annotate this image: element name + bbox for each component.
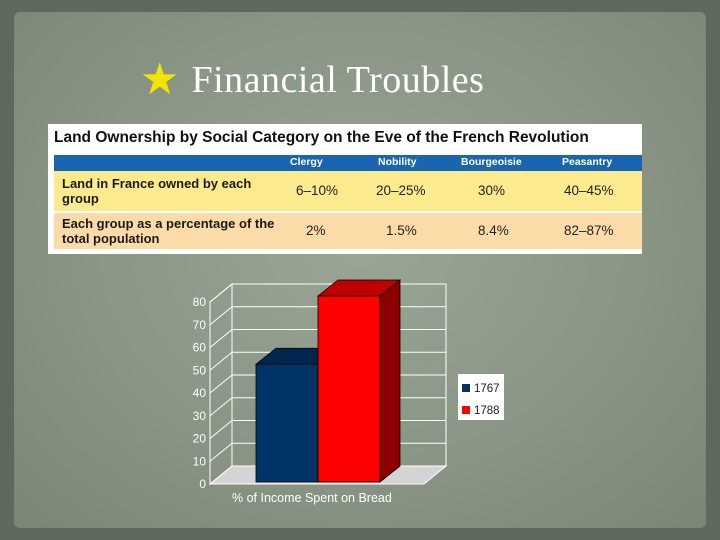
legend-swatch-1788 <box>462 406 470 414</box>
y-tick-label: 80 <box>193 295 207 309</box>
land-ownership-table: Land Ownership by Social Category on the… <box>48 124 642 254</box>
chart-bars <box>254 279 402 483</box>
table-divider <box>54 211 642 213</box>
chart-legend: 1767 1788 <box>458 374 504 420</box>
table-header-row: Clergy Nobility Bourgeoisie Peasantry <box>54 155 642 171</box>
cell-value: 40–45% <box>564 183 614 198</box>
gridline <box>209 283 233 303</box>
row-label: Land in France owned by each group <box>62 176 252 206</box>
y-tick-label: 60 <box>193 341 207 355</box>
y-tick-label: 10 <box>193 454 207 468</box>
slide-title: Financial Troubles <box>191 59 485 101</box>
table-row: Land in France owned by each group 6–10%… <box>54 171 642 211</box>
chart-svg: 0 10 20 30 40 50 60 70 80 % of Income Spent on B… <box>193 279 504 505</box>
star-icon: ★ <box>140 54 180 105</box>
column-header-nobility: Nobility <box>378 156 417 168</box>
legend-label-1788: 1788 <box>474 405 500 417</box>
y-tick-label: 30 <box>193 409 207 423</box>
title-row: ★ Financial Troubles <box>140 52 484 108</box>
gridline <box>209 420 233 439</box>
cell-value: 1.5% <box>386 223 417 238</box>
chart-y-ticks: 0 10 20 30 40 50 60 70 80 <box>193 295 207 491</box>
cell-value: 82–87% <box>564 223 614 238</box>
y-tick-label: 40 <box>193 386 207 400</box>
bar-1767 <box>255 363 319 483</box>
column-header-peasantry: Peasantry <box>562 156 613 168</box>
y-tick-label: 20 <box>193 432 207 446</box>
gridline <box>209 306 233 326</box>
row-label: Each group as a percentage of the total … <box>62 216 275 246</box>
bar-1788 <box>317 295 381 483</box>
table-row: Each group as a percentage of the total … <box>54 213 642 249</box>
cell-value: 30% <box>478 183 506 198</box>
gridline <box>209 442 233 462</box>
y-tick-label: 70 <box>193 318 207 332</box>
y-tick-label: 50 <box>193 363 207 377</box>
table-title: Land Ownership by Social Category on the… <box>54 129 589 146</box>
gridline <box>209 397 233 417</box>
cell-value: 8.4% <box>478 223 509 238</box>
column-header-clergy: Clergy <box>290 156 323 168</box>
bar-1788-side <box>379 279 401 483</box>
legend-label-1767: 1767 <box>474 383 500 395</box>
column-header-bourgeoisie: Bourgeoisie <box>461 156 522 168</box>
bread-income-chart: 0 10 20 30 40 50 60 70 80 % of Income Spent on B… <box>180 276 520 521</box>
cell-value: 6–10% <box>296 183 339 198</box>
gridline <box>209 329 233 348</box>
cell-value: 20–25% <box>376 183 426 198</box>
x-axis-label: % of Income Spent on Bread <box>232 491 392 505</box>
gridline <box>209 374 233 394</box>
y-tick-label: 0 <box>199 477 206 491</box>
legend-swatch-1767 <box>462 384 470 392</box>
gridline <box>209 351 233 371</box>
cell-value: 2% <box>306 223 326 238</box>
